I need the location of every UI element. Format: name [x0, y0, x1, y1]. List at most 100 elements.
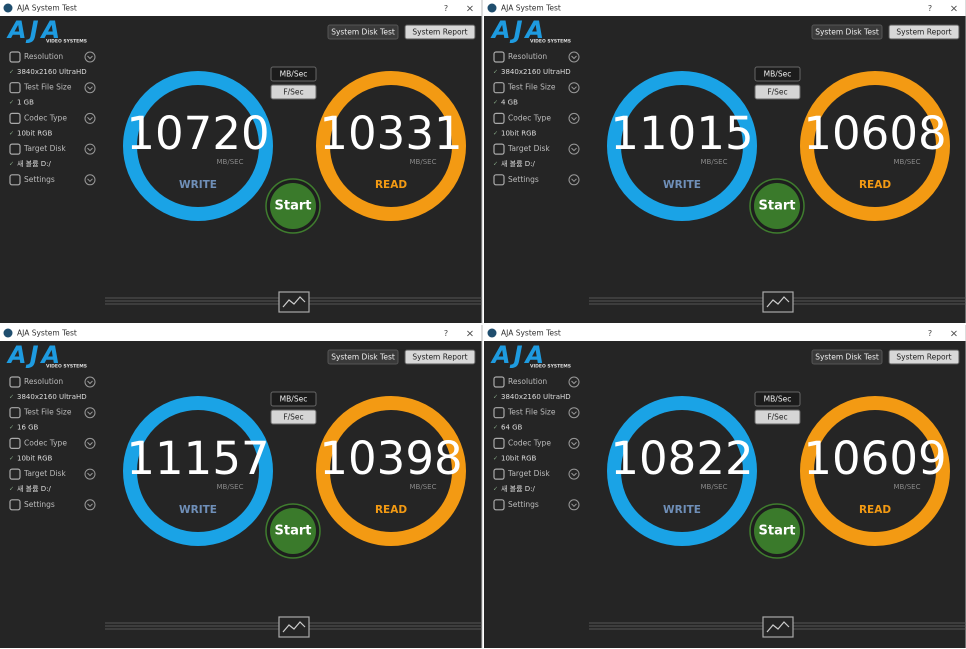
graph-button[interactable] [278, 291, 310, 313]
read-ring [316, 396, 466, 546]
setting-check: ✓ [9, 161, 14, 168]
setting-expand[interactable] [568, 468, 580, 480]
logo: AJA [6, 341, 63, 369]
setting-icon [493, 82, 505, 94]
unit-toggle[interactable] [754, 66, 801, 82]
setting-expand[interactable] [568, 376, 580, 388]
help-button[interactable]: ? [928, 4, 932, 13]
setting-expand[interactable] [568, 437, 580, 449]
unit-toggle[interactable] [754, 409, 801, 425]
setting-check: ✓ [493, 424, 498, 431]
unit-toggle[interactable] [270, 391, 317, 407]
write-ring [607, 396, 757, 546]
toolbar-button[interactable] [327, 349, 399, 365]
setting-expand[interactable] [84, 376, 96, 388]
write-label: WRITE [663, 179, 701, 191]
setting-expand[interactable] [568, 407, 580, 419]
close-button[interactable]: × [466, 4, 474, 15]
unit-toggle-label: F/Sec [283, 88, 303, 97]
write-speed: 11015 [610, 107, 753, 160]
toolbar-button[interactable] [888, 349, 960, 365]
close-button[interactable]: × [950, 4, 958, 15]
unit-toggle[interactable] [270, 66, 317, 82]
logo-subtitle: VIDEO SYSTEMS [530, 39, 571, 45]
setting-expand[interactable] [84, 174, 96, 186]
setting-chevron [87, 472, 93, 477]
graph-button[interactable] [762, 291, 794, 313]
setting-expand[interactable] [84, 112, 96, 124]
help-button[interactable]: ? [928, 329, 932, 338]
logo-subtitle: VIDEO SYSTEMS [530, 364, 571, 370]
setting-chevron [87, 178, 93, 183]
setting-chevron [571, 117, 577, 121]
unit-toggle[interactable] [754, 391, 801, 407]
graph-icon [282, 296, 306, 308]
write-ring [123, 71, 273, 221]
setting-label: Target Disk [23, 144, 66, 153]
write-ring [123, 396, 273, 546]
setting-expand[interactable] [84, 82, 96, 94]
setting-expand[interactable] [568, 499, 580, 511]
read-label: READ [375, 179, 407, 191]
title-bar [484, 0, 966, 16]
setting-value: 64 GB [501, 424, 523, 432]
graph-button[interactable] [762, 616, 794, 638]
setting-expand[interactable] [84, 407, 96, 419]
write-unit: MB/SEC [217, 483, 244, 491]
setting-value: 3840x2160 UltraHD [17, 68, 87, 76]
setting-icon [9, 51, 21, 63]
setting-expand[interactable] [84, 499, 96, 511]
setting-expand[interactable] [84, 437, 96, 449]
setting-expand[interactable] [84, 51, 96, 63]
toolbar-button[interactable] [888, 24, 960, 40]
setting-expand[interactable] [568, 143, 580, 155]
help-button[interactable]: ? [444, 4, 448, 13]
help-button[interactable]: ? [444, 329, 448, 338]
toolbar-button[interactable] [404, 349, 476, 365]
graph-icon [282, 621, 306, 633]
graph-button[interactable] [278, 616, 310, 638]
toolbar-button[interactable] [811, 24, 883, 40]
setting-check: ✓ [493, 130, 498, 137]
read-label: READ [859, 179, 891, 191]
app-icon [3, 328, 13, 338]
setting-check: ✓ [9, 130, 14, 137]
start-button[interactable] [270, 508, 316, 554]
setting-expand[interactable] [84, 468, 96, 480]
setting-value: 새 볼륨 D:/ [17, 159, 52, 168]
setting-label: Test File Size [23, 408, 72, 417]
unit-toggle[interactable] [754, 84, 801, 100]
setting-expand[interactable] [84, 143, 96, 155]
window-body [484, 16, 966, 323]
unit-toggle[interactable] [270, 84, 317, 100]
setting-label: Resolution [508, 52, 547, 61]
setting-check: ✓ [9, 424, 14, 431]
setting-label: Test File Size [23, 83, 72, 92]
close-button[interactable]: × [950, 329, 958, 340]
toolbar-button[interactable] [327, 24, 399, 40]
setting-expand[interactable] [568, 51, 580, 63]
toolbar-button[interactable] [404, 24, 476, 40]
setting-value: 3840x2160 UltraHD [17, 393, 87, 401]
toolbar-button[interactable] [811, 349, 883, 365]
start-button[interactable] [270, 183, 316, 229]
toolbar-button-label: System Disk Test [331, 28, 395, 37]
toolbar-button-label: System Disk Test [331, 353, 395, 362]
toolbar-button-label: System Disk Test [815, 353, 879, 362]
unit-toggle-label: MB/Sec [280, 70, 308, 79]
setting-label: Target Disk [23, 469, 66, 478]
start-button[interactable] [754, 183, 800, 229]
setting-expand[interactable] [568, 174, 580, 186]
start-button[interactable] [754, 508, 800, 554]
title-bar [0, 0, 482, 16]
setting-expand[interactable] [568, 82, 580, 94]
close-button[interactable]: × [466, 329, 474, 340]
setting-label: Resolution [24, 52, 63, 61]
setting-label: Test File Size [507, 83, 556, 92]
setting-icon [9, 112, 21, 125]
unit-toggle[interactable] [270, 409, 317, 425]
setting-expand[interactable] [568, 112, 580, 124]
logo-subtitle: VIDEO SYSTEMS [46, 39, 87, 45]
setting-icon [493, 468, 505, 480]
